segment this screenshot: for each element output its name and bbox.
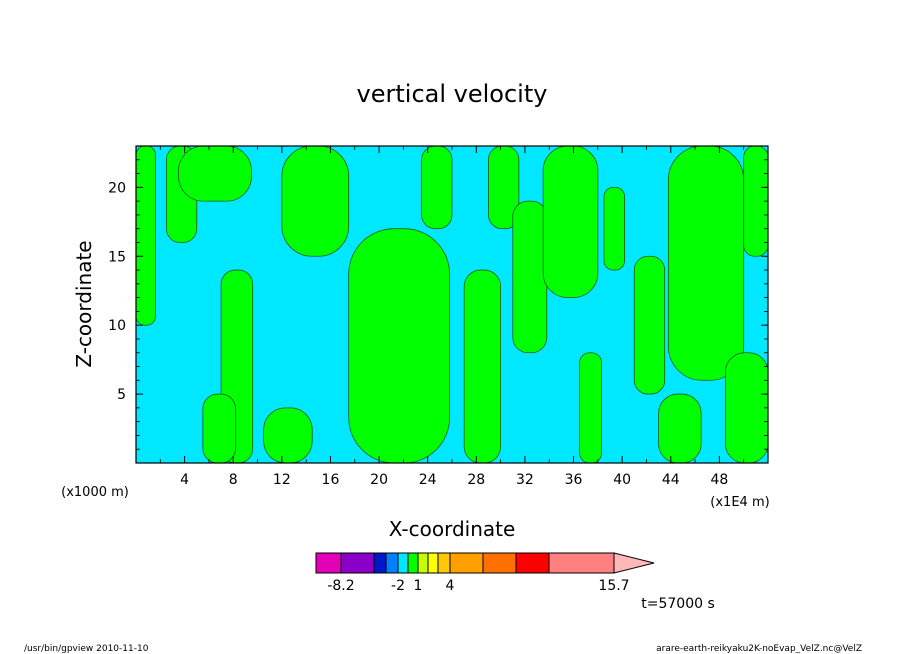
x-tick-label: 4: [180, 472, 189, 488]
y-tick-label: 10: [108, 318, 126, 334]
positive-velocity-region: [463, 269, 502, 464]
x-tick-label: 48: [710, 472, 728, 488]
colorbar-segment: [373, 552, 387, 574]
colorbar-segment: [437, 552, 451, 574]
positive-velocity-region: [667, 145, 745, 381]
x-unit-right: (x1E4 m): [710, 495, 769, 510]
colorbar-segment: [515, 552, 550, 574]
positive-velocity-region: [263, 407, 313, 464]
y-tick-label: 5: [117, 387, 126, 403]
footer-left: /usr/bin/gpview 2010-11-10: [24, 644, 149, 654]
colorbar-segment: [397, 552, 409, 574]
colorbar-segment: [449, 552, 484, 574]
footer-right: arare-earth-reikyaku2K-noEvap_VelZ.nc@Ve…: [656, 644, 862, 654]
x-tick-label: 16: [322, 472, 340, 488]
x-tick-label: 12: [273, 472, 291, 488]
chart-title: vertical velocity: [357, 80, 548, 108]
x-tick-label: 8: [229, 472, 238, 488]
colorbar: [315, 552, 655, 574]
colorbar-segment: [417, 552, 429, 574]
colorbar-segment: [340, 552, 375, 574]
positive-velocity-region: [633, 255, 666, 395]
colorbar-segment: [427, 552, 439, 574]
x-unit-left: (x1000 m): [61, 485, 129, 500]
colorbar-label: -2: [391, 578, 405, 594]
colorbar-label: 4: [446, 578, 455, 594]
colorbar-segment: [315, 552, 342, 574]
colorbar-segment: [548, 552, 615, 574]
x-axis-label: X-coordinate: [389, 517, 516, 541]
x-tick-label: 24: [419, 472, 437, 488]
x-tick-label: 44: [662, 472, 680, 488]
positive-velocity-region: [348, 228, 450, 464]
time-label: t=57000 s: [641, 596, 715, 612]
positive-velocity-region: [178, 145, 252, 202]
colorbar-segment: [482, 552, 517, 574]
positive-velocity-region: [135, 145, 156, 326]
y-tick-label: 20: [108, 180, 126, 196]
y-tick-label: 15: [108, 249, 126, 265]
colorbar-label: 1: [414, 578, 423, 594]
colorbar-label: -8.2: [327, 578, 354, 594]
colorbar-segment: [407, 552, 419, 574]
positive-velocity-region: [421, 145, 453, 230]
positive-velocity-region: [512, 200, 548, 354]
y-axis-label: Z-coordinate: [72, 240, 96, 367]
colorbar-labels: -8.2 -2 1 4 15.7: [327, 578, 629, 594]
positive-velocity-region: [725, 352, 769, 464]
positive-velocity-region: [542, 145, 599, 299]
x-tick-label: 28: [467, 472, 485, 488]
colorbar-arrow: [613, 552, 655, 574]
positive-velocity-region: [658, 393, 702, 464]
colorbar-label: 15.7: [598, 578, 629, 594]
positive-velocity-region: [579, 352, 602, 464]
positive-velocity-region: [281, 145, 350, 257]
positive-velocity-region: [603, 186, 625, 271]
x-tick-label: 36: [565, 472, 583, 488]
x-tick-label: 32: [516, 472, 534, 488]
positive-velocity-region: [202, 393, 237, 464]
colorbar-segment: [385, 552, 399, 574]
x-tick-label: 40: [613, 472, 631, 488]
x-tick-label: 20: [370, 472, 388, 488]
